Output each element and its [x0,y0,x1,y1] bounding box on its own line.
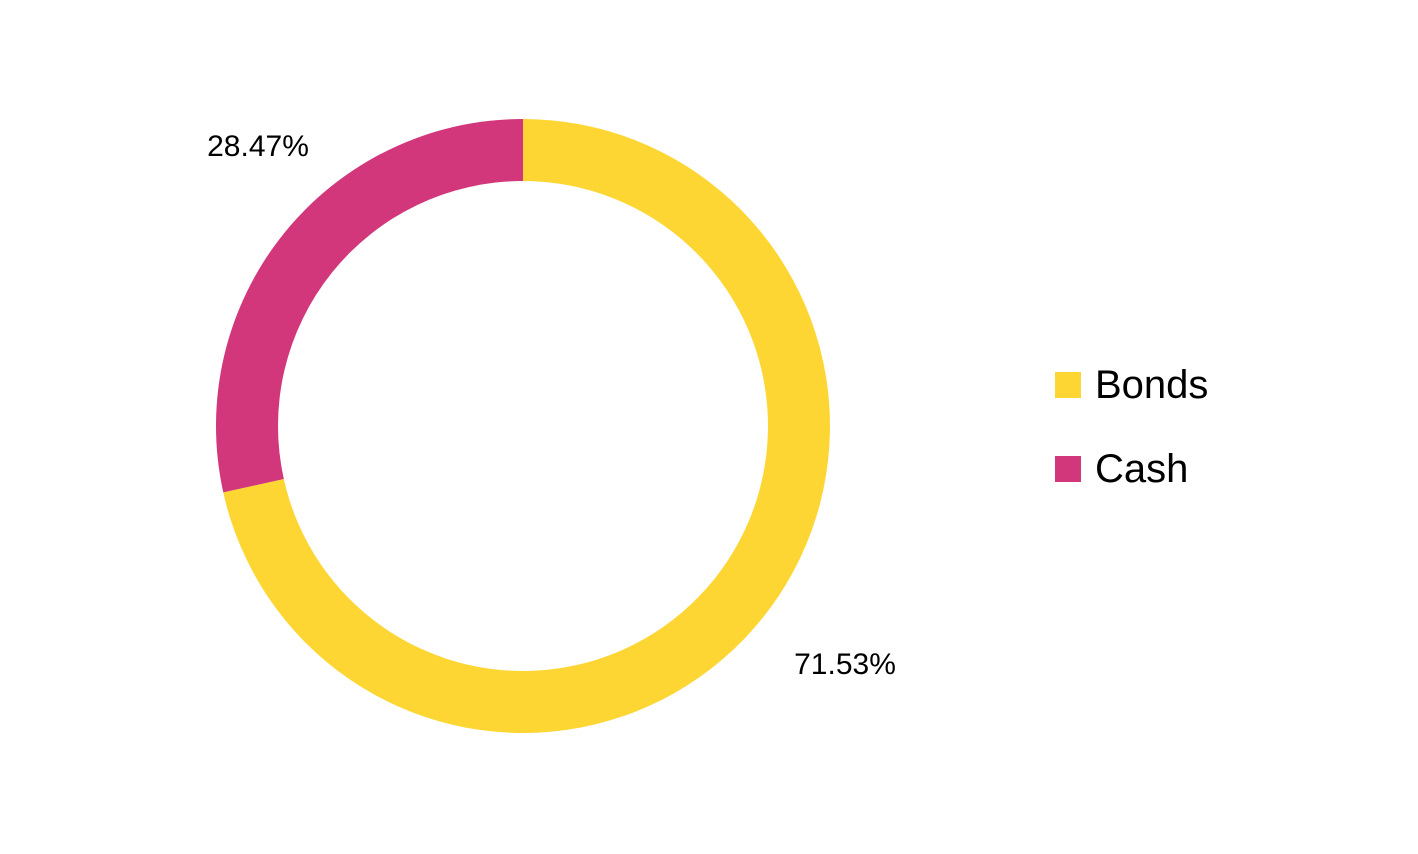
legend-label-cash: Cash [1095,447,1189,491]
legend: Bonds Cash [1055,360,1208,528]
legend-item-bonds: Bonds [1055,360,1208,410]
legend-label-bonds: Bonds [1095,363,1209,407]
legend-swatch-bonds [1055,372,1081,398]
legend-swatch-cash [1055,456,1081,482]
donut-slice-cash [216,119,523,493]
slice-label-cash: 28.47% [207,130,309,163]
slice-label-bonds: 71.53% [794,648,896,681]
legend-item-cash: Cash [1055,444,1208,494]
slice-labels: 71.53% 28.47% [207,130,896,681]
donut-slices [216,119,831,733]
